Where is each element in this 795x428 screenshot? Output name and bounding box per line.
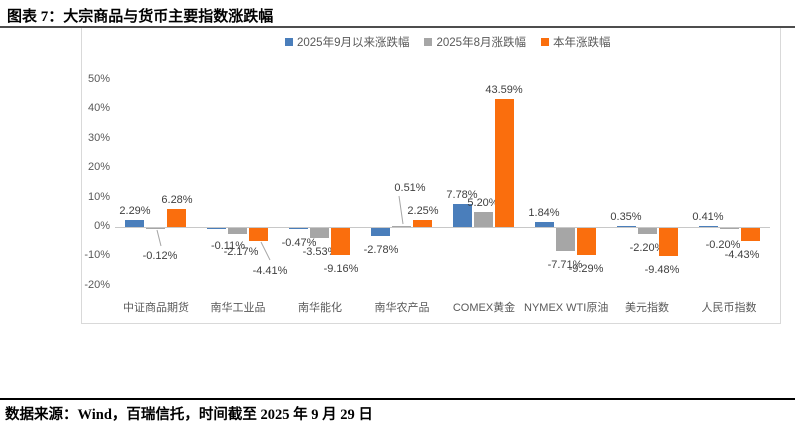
y-axis-tick-label: 10% xyxy=(87,191,110,203)
bar xyxy=(413,220,432,227)
x-axis-line xyxy=(115,227,770,228)
bar xyxy=(577,228,596,255)
bar xyxy=(249,228,268,241)
bar-value-label: 2.29% xyxy=(119,205,151,217)
category-label: 美元指数 xyxy=(625,302,669,314)
chart-legend: 2025年9月以来涨跌幅 2025年8月涨跌幅 本年涨跌幅 xyxy=(285,34,610,50)
bar-value-label: -4.43% xyxy=(724,249,760,261)
bar xyxy=(535,222,554,227)
bar xyxy=(289,228,308,229)
bar-value-label: 0.51% xyxy=(394,182,426,194)
bar-value-label: 0.41% xyxy=(692,211,724,223)
bar xyxy=(720,228,739,229)
chart-area xyxy=(81,28,781,324)
bar xyxy=(453,204,472,227)
y-axis-tick-label: 30% xyxy=(87,132,110,144)
legend-item: 本年涨跌幅 xyxy=(540,34,611,50)
bar-value-label: -0.11% xyxy=(210,240,246,252)
bar-value-label: 1.84% xyxy=(528,207,560,219)
category-label: COMEX黄金 xyxy=(452,302,516,314)
bar xyxy=(638,228,657,234)
bar xyxy=(495,99,514,227)
bar-value-label: 5.20% xyxy=(467,197,499,209)
figure-title: 图表 7：大宗商品与货币主要指数涨跌幅 xyxy=(7,9,274,25)
bar-value-label: -2.20% xyxy=(629,242,665,254)
category-label: NYMEX WTI原油 xyxy=(524,302,609,314)
y-axis-tick-label: 50% xyxy=(87,73,110,85)
bar xyxy=(146,228,165,229)
category-label: 南华农产品 xyxy=(374,302,430,314)
y-axis-tick-label: 20% xyxy=(87,161,110,173)
y-axis-tick-label: 0% xyxy=(94,220,110,232)
bar xyxy=(659,228,678,256)
category-label: 南华能化 xyxy=(298,302,342,314)
bar-value-label: -0.20% xyxy=(705,239,741,251)
legend-swatch-icon xyxy=(540,38,549,46)
y-axis-tick-label: -20% xyxy=(84,279,110,291)
legend-swatch-icon xyxy=(424,38,433,46)
category-label: 人民币指数 xyxy=(701,302,757,314)
bar-value-label: -9.29% xyxy=(568,263,604,275)
bar xyxy=(556,228,575,251)
bar-value-label: -9.48% xyxy=(644,264,680,276)
bar-value-label: 2.25% xyxy=(407,205,439,217)
bar-value-label: -0.47% xyxy=(281,237,317,249)
y-axis-tick-label: 40% xyxy=(87,102,110,114)
legend-item: 2025年9月以来涨跌幅 xyxy=(285,34,409,50)
bar-value-label: 7.78% xyxy=(446,189,478,201)
bar xyxy=(699,226,718,227)
legend-label: 本年涨跌幅 xyxy=(552,37,611,49)
y-axis-tick-label: -10% xyxy=(84,249,110,261)
bar-value-label: -7.71% xyxy=(547,259,583,271)
bar-value-label: -0.12% xyxy=(142,250,178,262)
bar-value-label: -2.78% xyxy=(363,244,399,256)
bar-value-label: -3.53% xyxy=(302,246,338,258)
bar-value-label: 43.59% xyxy=(485,84,523,96)
footer-divider xyxy=(0,398,795,400)
legend-label: 2025年8月涨跌幅 xyxy=(436,37,526,49)
bar xyxy=(741,228,760,241)
legend-label: 2025年9月以来涨跌幅 xyxy=(297,37,410,49)
bar xyxy=(167,209,186,227)
bar xyxy=(207,228,226,229)
bar xyxy=(371,228,390,236)
title-divider xyxy=(0,26,795,28)
bar-value-label: -9.16% xyxy=(323,263,359,275)
legend-item: 2025年8月涨跌幅 xyxy=(424,34,526,50)
bar-value-label: 6.28% xyxy=(161,194,193,206)
bar xyxy=(617,226,636,227)
bar-value-label: -4.41% xyxy=(252,265,288,277)
bar xyxy=(125,220,144,227)
bar xyxy=(310,228,329,238)
data-source-note: 数据来源：Wind，百瑞信托，时间截至 2025 年 9 月 29 日 xyxy=(5,407,373,423)
category-label: 南华工业品 xyxy=(210,302,266,314)
bar-value-label: -2.17% xyxy=(223,246,259,258)
bar-value-label: 0.35% xyxy=(610,211,642,223)
bar xyxy=(228,228,247,234)
category-label: 中证商品期货 xyxy=(123,302,189,314)
bar xyxy=(392,226,411,227)
legend-swatch-icon xyxy=(285,38,293,46)
bar xyxy=(474,212,493,227)
bar xyxy=(331,228,350,255)
